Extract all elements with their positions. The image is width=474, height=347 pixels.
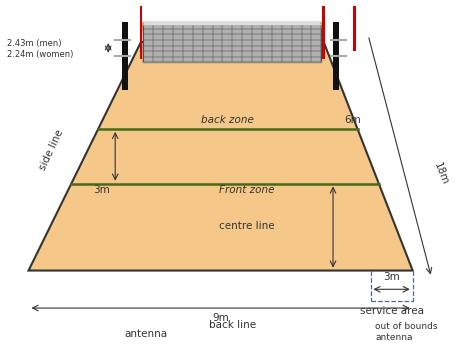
- Bar: [333, 22, 338, 90]
- Polygon shape: [143, 23, 321, 62]
- Text: 18m: 18m: [432, 161, 450, 186]
- Bar: [122, 22, 128, 90]
- Text: centre line: centre line: [219, 221, 274, 231]
- Polygon shape: [28, 42, 413, 271]
- Bar: [322, 6, 325, 59]
- Text: 2.43m (men)
2.24m (women): 2.43m (men) 2.24m (women): [8, 39, 74, 59]
- Bar: [139, 6, 142, 59]
- Text: side line: side line: [38, 127, 66, 171]
- Text: antenna: antenna: [124, 329, 167, 339]
- Bar: [353, 6, 356, 51]
- Text: back zone: back zone: [201, 115, 254, 125]
- Text: back line: back line: [209, 320, 256, 330]
- Text: service area: service area: [360, 306, 424, 316]
- Text: out of bounds
antenna: out of bounds antenna: [375, 322, 438, 342]
- Text: 6m: 6m: [345, 115, 362, 125]
- Text: Front zone: Front zone: [219, 185, 274, 195]
- Text: 9m: 9m: [212, 313, 229, 323]
- Text: 3m: 3m: [383, 272, 400, 282]
- Text: 3m: 3m: [93, 185, 109, 195]
